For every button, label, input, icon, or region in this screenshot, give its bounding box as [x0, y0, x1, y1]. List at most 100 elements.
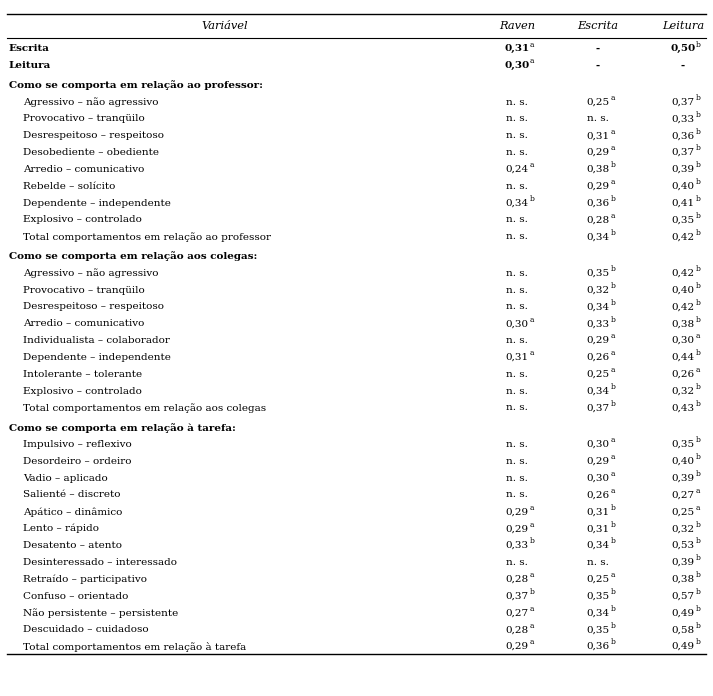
Text: 0,35: 0,35: [672, 440, 694, 449]
Text: 0,34: 0,34: [586, 541, 609, 550]
Text: Lento – rápido: Lento – rápido: [23, 524, 99, 533]
Text: Salienté – discreto: Salienté – discreto: [23, 491, 120, 500]
Text: Leitura: Leitura: [662, 22, 704, 31]
Text: 0,25: 0,25: [586, 97, 609, 106]
Text: b: b: [610, 521, 615, 528]
Text: Descuidado – cuidadoso: Descuidado – cuidadoso: [23, 625, 148, 634]
Text: 0,37: 0,37: [586, 404, 609, 413]
Text: b: b: [610, 504, 615, 512]
Text: n. s.: n. s.: [587, 114, 608, 123]
Text: a: a: [530, 605, 534, 612]
Text: b: b: [696, 111, 701, 119]
Text: 0,29: 0,29: [586, 336, 609, 345]
Text: a: a: [610, 127, 615, 136]
Text: 0,32: 0,32: [672, 387, 694, 395]
Text: a: a: [610, 94, 615, 102]
Text: n. s.: n. s.: [506, 132, 528, 140]
Text: Como se comporta em relação ao professor:: Como se comporta em relação ao professor…: [9, 80, 262, 90]
Text: b: b: [610, 622, 615, 630]
Text: 0,31: 0,31: [586, 132, 609, 140]
Text: a: a: [696, 366, 700, 374]
Text: b: b: [610, 282, 615, 290]
Text: n. s.: n. s.: [506, 269, 528, 278]
Text: Agressivo – não agressivo: Agressivo – não agressivo: [23, 269, 158, 278]
Text: 0,26: 0,26: [586, 491, 609, 500]
Text: 0,29: 0,29: [586, 148, 609, 157]
Text: b: b: [696, 605, 701, 612]
Text: 0,38: 0,38: [586, 165, 609, 174]
Text: b: b: [696, 299, 701, 307]
Text: 0,25: 0,25: [672, 507, 694, 516]
Text: n. s.: n. s.: [506, 336, 528, 345]
Text: b: b: [696, 40, 701, 49]
Text: Vadio – aplicado: Vadio – aplicado: [23, 474, 108, 482]
Text: 0,30: 0,30: [586, 440, 609, 449]
Text: b: b: [696, 400, 701, 408]
Text: Leitura: Leitura: [9, 61, 51, 70]
Text: b: b: [696, 282, 701, 290]
Text: 0,31: 0,31: [506, 353, 528, 362]
Text: b: b: [696, 453, 701, 461]
Text: b: b: [696, 436, 701, 444]
Text: Individualista – colaborador: Individualista – colaborador: [23, 336, 170, 345]
Text: Explosivo – controlado: Explosivo – controlado: [23, 216, 142, 224]
Text: 0,36: 0,36: [586, 642, 609, 651]
Text: 0,40: 0,40: [672, 285, 694, 294]
Text: a: a: [610, 212, 615, 220]
Text: Confuso – orientado: Confuso – orientado: [23, 592, 128, 601]
Text: b: b: [610, 588, 615, 596]
Text: b: b: [696, 195, 701, 203]
Text: b: b: [610, 638, 615, 647]
Text: Desobediente – obediente: Desobediente – obediente: [23, 148, 159, 157]
Text: a: a: [530, 521, 534, 528]
Text: b: b: [696, 161, 701, 169]
Text: Dependente – independente: Dependente – independente: [23, 198, 170, 207]
Text: n. s.: n. s.: [506, 404, 528, 413]
Text: n. s.: n. s.: [506, 491, 528, 500]
Text: b: b: [610, 537, 615, 546]
Text: Arredio – comunicativo: Arredio – comunicativo: [23, 165, 144, 174]
Text: a: a: [530, 40, 534, 49]
Text: a: a: [696, 504, 700, 512]
Text: a: a: [610, 178, 615, 186]
Text: b: b: [696, 537, 701, 546]
Text: 0,31: 0,31: [586, 507, 609, 516]
Text: Total comportamentos em relação ao professor: Total comportamentos em relação ao profe…: [23, 232, 271, 242]
Text: Não persistente – persistente: Não persistente – persistente: [23, 608, 178, 618]
Text: b: b: [610, 265, 615, 273]
Text: 0,28: 0,28: [506, 625, 528, 634]
Text: 0,37: 0,37: [506, 592, 528, 601]
Text: a: a: [610, 436, 615, 444]
Text: 0,53: 0,53: [672, 541, 694, 550]
Text: n. s.: n. s.: [506, 148, 528, 157]
Text: b: b: [696, 127, 701, 136]
Text: 0,29: 0,29: [586, 182, 609, 191]
Text: a: a: [610, 470, 615, 478]
Text: Desordeiro – ordeiro: Desordeiro – ordeiro: [23, 457, 131, 466]
Text: n. s.: n. s.: [506, 440, 528, 449]
Text: b: b: [610, 383, 615, 391]
Text: b: b: [610, 195, 615, 203]
Text: 0,35: 0,35: [672, 216, 694, 224]
Text: 0,39: 0,39: [672, 558, 694, 567]
Text: b: b: [610, 400, 615, 408]
Text: 0,27: 0,27: [672, 491, 694, 500]
Text: 0,28: 0,28: [506, 575, 528, 584]
Text: a: a: [610, 487, 615, 495]
Text: 0,43: 0,43: [672, 404, 694, 413]
Text: 0,33: 0,33: [586, 319, 609, 329]
Text: b: b: [610, 605, 615, 612]
Text: 0,26: 0,26: [586, 353, 609, 362]
Text: b: b: [530, 195, 535, 203]
Text: n. s.: n. s.: [506, 457, 528, 466]
Text: 0,33: 0,33: [672, 114, 694, 123]
Text: n. s.: n. s.: [506, 303, 528, 311]
Text: 0,35: 0,35: [586, 625, 609, 634]
Text: 0,40: 0,40: [672, 182, 694, 191]
Text: 0,30: 0,30: [672, 336, 694, 345]
Text: Raven: Raven: [499, 22, 535, 31]
Text: 0,57: 0,57: [672, 592, 694, 601]
Text: b: b: [696, 571, 701, 579]
Text: 0,35: 0,35: [586, 269, 609, 278]
Text: Total comportamentos em relação aos colegas: Total comportamentos em relação aos cole…: [23, 403, 266, 413]
